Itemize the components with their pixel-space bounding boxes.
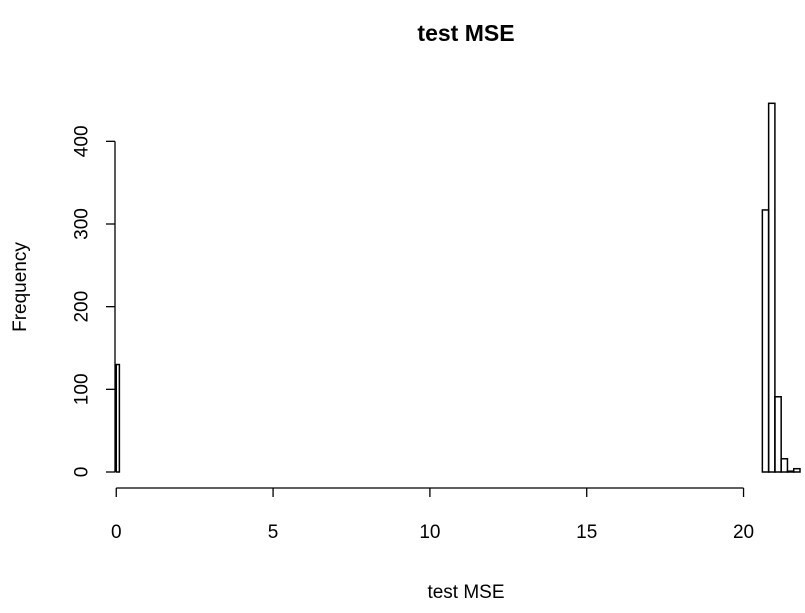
histogram-bars (115, 102, 801, 473)
histogram-bar (792, 467, 801, 473)
histogram-bar (786, 470, 795, 473)
y-axis: 0 100 200 300 400 (72, 125, 116, 477)
x-axis: 0 5 10 15 20 (111, 487, 754, 543)
histogram-bar (761, 209, 770, 473)
histogram-bar (115, 363, 121, 473)
x-tick-label: 10 (419, 522, 440, 543)
x-tick-label: 20 (733, 522, 754, 543)
histogram-bar (767, 102, 776, 473)
x-tick-label: 5 (268, 522, 279, 543)
y-tick-label: 200 (72, 291, 93, 323)
y-tick-label: 300 (72, 208, 93, 240)
x-axis-label: test MSE (427, 582, 504, 603)
y-tick-label: 400 (72, 125, 93, 157)
histogram-bar (774, 396, 782, 473)
chart-title: test MSE (417, 20, 514, 46)
y-tick-label: 0 (72, 467, 93, 478)
x-tick-label: 15 (576, 522, 597, 543)
y-axis-label: Frequency (10, 242, 31, 332)
histogram-bar (780, 458, 789, 473)
x-tick-label: 0 (111, 522, 122, 543)
y-tick-label: 100 (72, 373, 93, 405)
